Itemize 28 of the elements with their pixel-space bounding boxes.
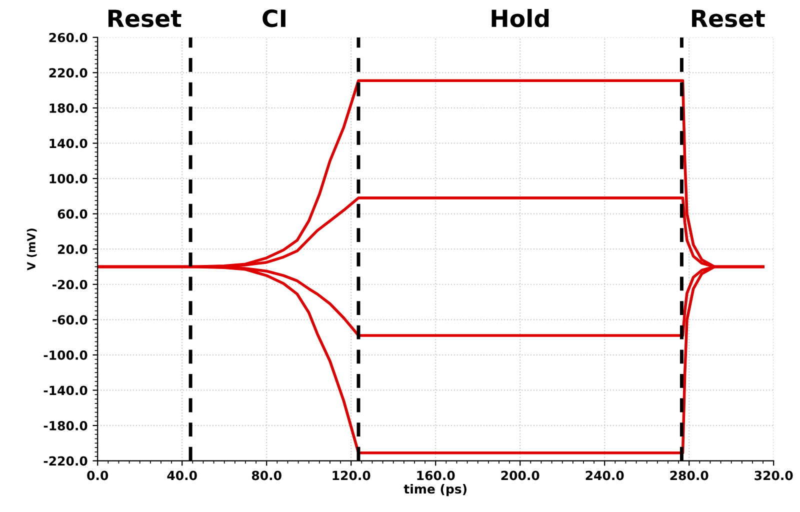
y-axis-title: V (mV) — [26, 228, 37, 270]
y-tick-label: 180.0 — [50, 103, 88, 113]
y-tick-label: -140.0 — [44, 386, 88, 396]
y-tick-label: 100.0 — [50, 174, 88, 184]
text: Reset — [692, 10, 765, 28]
y-tick-label: 140.0 — [50, 138, 88, 148]
y-tick-label: -100.0 — [44, 350, 88, 360]
y-tick-label: 20.0 — [58, 244, 88, 254]
y-tick-label: -180.0 — [44, 420, 88, 430]
y-tick-label: 220.0 — [49, 68, 88, 78]
x-tick-label: 40.0 — [167, 470, 197, 480]
x-tick-label: 0.0 — [87, 470, 108, 480]
x-tick-label: 80.0 — [252, 470, 282, 480]
x-tick-label: 120.0 — [332, 470, 370, 480]
x-tick-label: 200.0 — [501, 470, 540, 480]
y-tick-label: -220.0 — [44, 456, 88, 466]
text: CI — [262, 9, 286, 28]
text: Hold — [492, 8, 549, 28]
x-axis-title: time (ps) — [404, 484, 466, 496]
x-tick-label: 320.0 — [754, 470, 793, 480]
y-tick-label: 60.0 — [58, 209, 88, 219]
y-tick-label: -60.0 — [52, 315, 88, 325]
y-tick-label: -20.0 — [52, 280, 88, 290]
x-tick-label: 160.0 — [417, 470, 455, 480]
x-tick-label: 240.0 — [586, 470, 624, 480]
y-tick-label: 260.0 — [49, 32, 88, 42]
x-tick-label: 280.0 — [670, 470, 708, 480]
text: Reset — [108, 10, 182, 28]
